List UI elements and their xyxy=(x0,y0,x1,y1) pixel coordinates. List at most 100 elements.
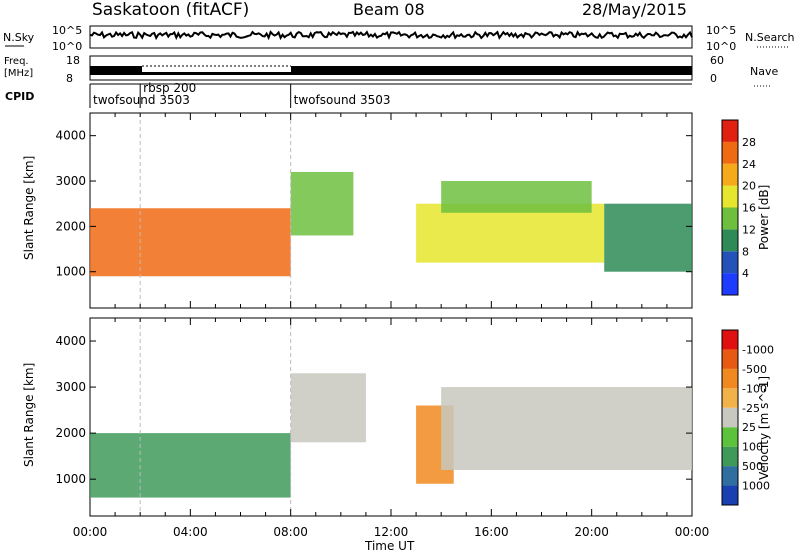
colorbar-tick-label: 28 xyxy=(742,136,756,149)
colorbar-step xyxy=(722,466,738,486)
colorbar-tick-label: 500 xyxy=(742,460,763,473)
colorbar-tick-label: 20 xyxy=(742,180,756,193)
power-y-axis: 1000 2000 3000 4000 xyxy=(55,129,692,279)
colorbar-tick-label: 100 xyxy=(742,441,763,454)
colorbar-tick-label: -1000 xyxy=(742,343,774,356)
freq-right-tick-bottom: 0 xyxy=(710,72,717,85)
scatter-region xyxy=(416,203,605,263)
velocity-y-axis: 1000 2000 3000 4000 xyxy=(55,334,692,486)
colorbar-step xyxy=(722,251,738,274)
scatter-region xyxy=(441,181,592,213)
colorbar-step xyxy=(722,273,738,295)
colorbar-tick-label: -100 xyxy=(742,382,767,395)
colorbar-tick-label: -500 xyxy=(742,363,767,376)
x-axis-tick-labels: 00:00 04:00 08:00 12:00 16:00 20:00 00:00 xyxy=(73,525,710,539)
power-colorbar: 4 8 12 16 20 24 28 xyxy=(721,119,756,296)
scatter-region xyxy=(290,171,354,236)
y-tick-label: 1000 xyxy=(55,265,86,279)
noise-left-label: N.Sky xyxy=(3,31,35,44)
colorbar-tick-label: -25 xyxy=(742,402,760,415)
freq-left-tick-top: 18 xyxy=(66,54,80,67)
scatter-region xyxy=(441,387,692,470)
noise-right-tick-bottom: 10^0 xyxy=(706,40,736,53)
noise-right-label: N.Search xyxy=(745,31,795,44)
colorbar-tick-label: 12 xyxy=(742,223,756,236)
scatter-region xyxy=(90,433,291,498)
x-tick-label: 00:00 xyxy=(73,525,108,539)
velocity-x-ticks xyxy=(89,318,693,516)
nave-label: Nave xyxy=(750,65,778,78)
cpid-segment-label: twofsound 3503 xyxy=(93,93,190,107)
freq-band-3 xyxy=(291,66,692,75)
scatter-region xyxy=(604,203,692,272)
freq-left-label-1: Freq. xyxy=(4,56,29,67)
y-tick-label: 4000 xyxy=(55,129,86,143)
x-tick-label: 08:00 xyxy=(273,525,308,539)
colorbar-step xyxy=(722,141,738,164)
station-title: Saskatoon (fitACF) xyxy=(92,0,249,20)
colorbar-step xyxy=(722,349,738,369)
colorbar-step xyxy=(722,368,738,389)
power-colorbar-label: Power [dB] xyxy=(757,185,771,250)
velocity-data-regions xyxy=(90,318,692,516)
freq-left-tick-bottom: 8 xyxy=(66,72,73,85)
power-x-ticks xyxy=(89,113,693,308)
velocity-ylabel: Slant Range [km] xyxy=(22,363,36,467)
power-data-regions xyxy=(90,113,692,308)
colorbar-step xyxy=(722,207,738,230)
noise-right-tick-top: 10^5 xyxy=(706,24,736,37)
noise-trace xyxy=(89,30,693,41)
colorbar-step xyxy=(722,229,738,252)
colorbar-step xyxy=(722,427,738,447)
cpid-segment-label: rbsp 200 xyxy=(143,81,196,95)
freq-panel: Freq. [MHz] 18 8 60 0 Nave xyxy=(4,54,778,87)
y-tick-label: 2000 xyxy=(55,426,86,440)
x-axis-title: Time UT xyxy=(364,539,415,553)
cpid-segment-label: twofsound 3503 xyxy=(294,93,391,107)
freq-band-1 xyxy=(90,66,142,75)
colorbar-tick-label: 24 xyxy=(742,158,756,171)
colorbar-step xyxy=(722,446,738,467)
x-tick-label: 16:00 xyxy=(474,525,509,539)
colorbar-step xyxy=(722,185,738,208)
noise-left-tick-bottom: 10^0 xyxy=(52,40,82,53)
x-tick-label: 00:00 xyxy=(675,525,710,539)
velocity-colorbar-label: Velocity [m s^-1] xyxy=(757,376,771,480)
x-tick-label: 20:00 xyxy=(574,525,609,539)
date-title: 28/May/2015 xyxy=(582,0,687,19)
colorbar-tick-label: 1000 xyxy=(742,480,770,493)
beam-title: Beam 08 xyxy=(353,0,425,19)
freq-right-tick-top: 60 xyxy=(710,54,724,67)
y-tick-label: 1000 xyxy=(55,472,86,486)
freq-band-2 xyxy=(142,72,291,75)
velocity-panel: 1000 2000 3000 4000 Slant Range [km] 1000 50… xyxy=(22,317,774,517)
colorbar-tick-label: 8 xyxy=(742,245,749,258)
colorbar-tick-label: 4 xyxy=(742,267,749,280)
scatter-region xyxy=(290,373,366,443)
y-tick-label: 4000 xyxy=(55,334,86,348)
cpid-label: CPID xyxy=(5,90,34,103)
power-ylabel: Slant Range [km] xyxy=(22,156,36,260)
colorbar-step xyxy=(722,407,738,428)
velocity-colorbar: 1000 500 100 25 -25 -100 -500 -1000 xyxy=(721,329,774,506)
y-tick-label: 3000 xyxy=(55,380,86,394)
x-tick-label: 12:00 xyxy=(374,525,409,539)
x-tick-label: 04:00 xyxy=(173,525,208,539)
power-panel: 1000 2000 3000 4000 Slant Range [km] 4 8 12 16… xyxy=(22,112,771,309)
noise-left-tick-top: 10^5 xyxy=(52,24,82,37)
noise-panel: N.Sky 10^5 10^0 10^5 10^0 N.Search xyxy=(3,24,795,53)
scatter-region xyxy=(90,208,291,277)
colorbar-frame xyxy=(721,329,739,506)
colorbar-step xyxy=(722,120,738,142)
colorbar-step xyxy=(722,485,738,505)
colorbar-frame xyxy=(721,119,739,296)
y-tick-label: 3000 xyxy=(55,174,86,188)
colorbar-step xyxy=(722,330,738,350)
freq-left-label-2: [MHz] xyxy=(4,68,33,79)
colorbar-step xyxy=(722,163,738,186)
colorbar-tick-label: 16 xyxy=(742,202,756,215)
y-tick-label: 2000 xyxy=(55,219,86,233)
